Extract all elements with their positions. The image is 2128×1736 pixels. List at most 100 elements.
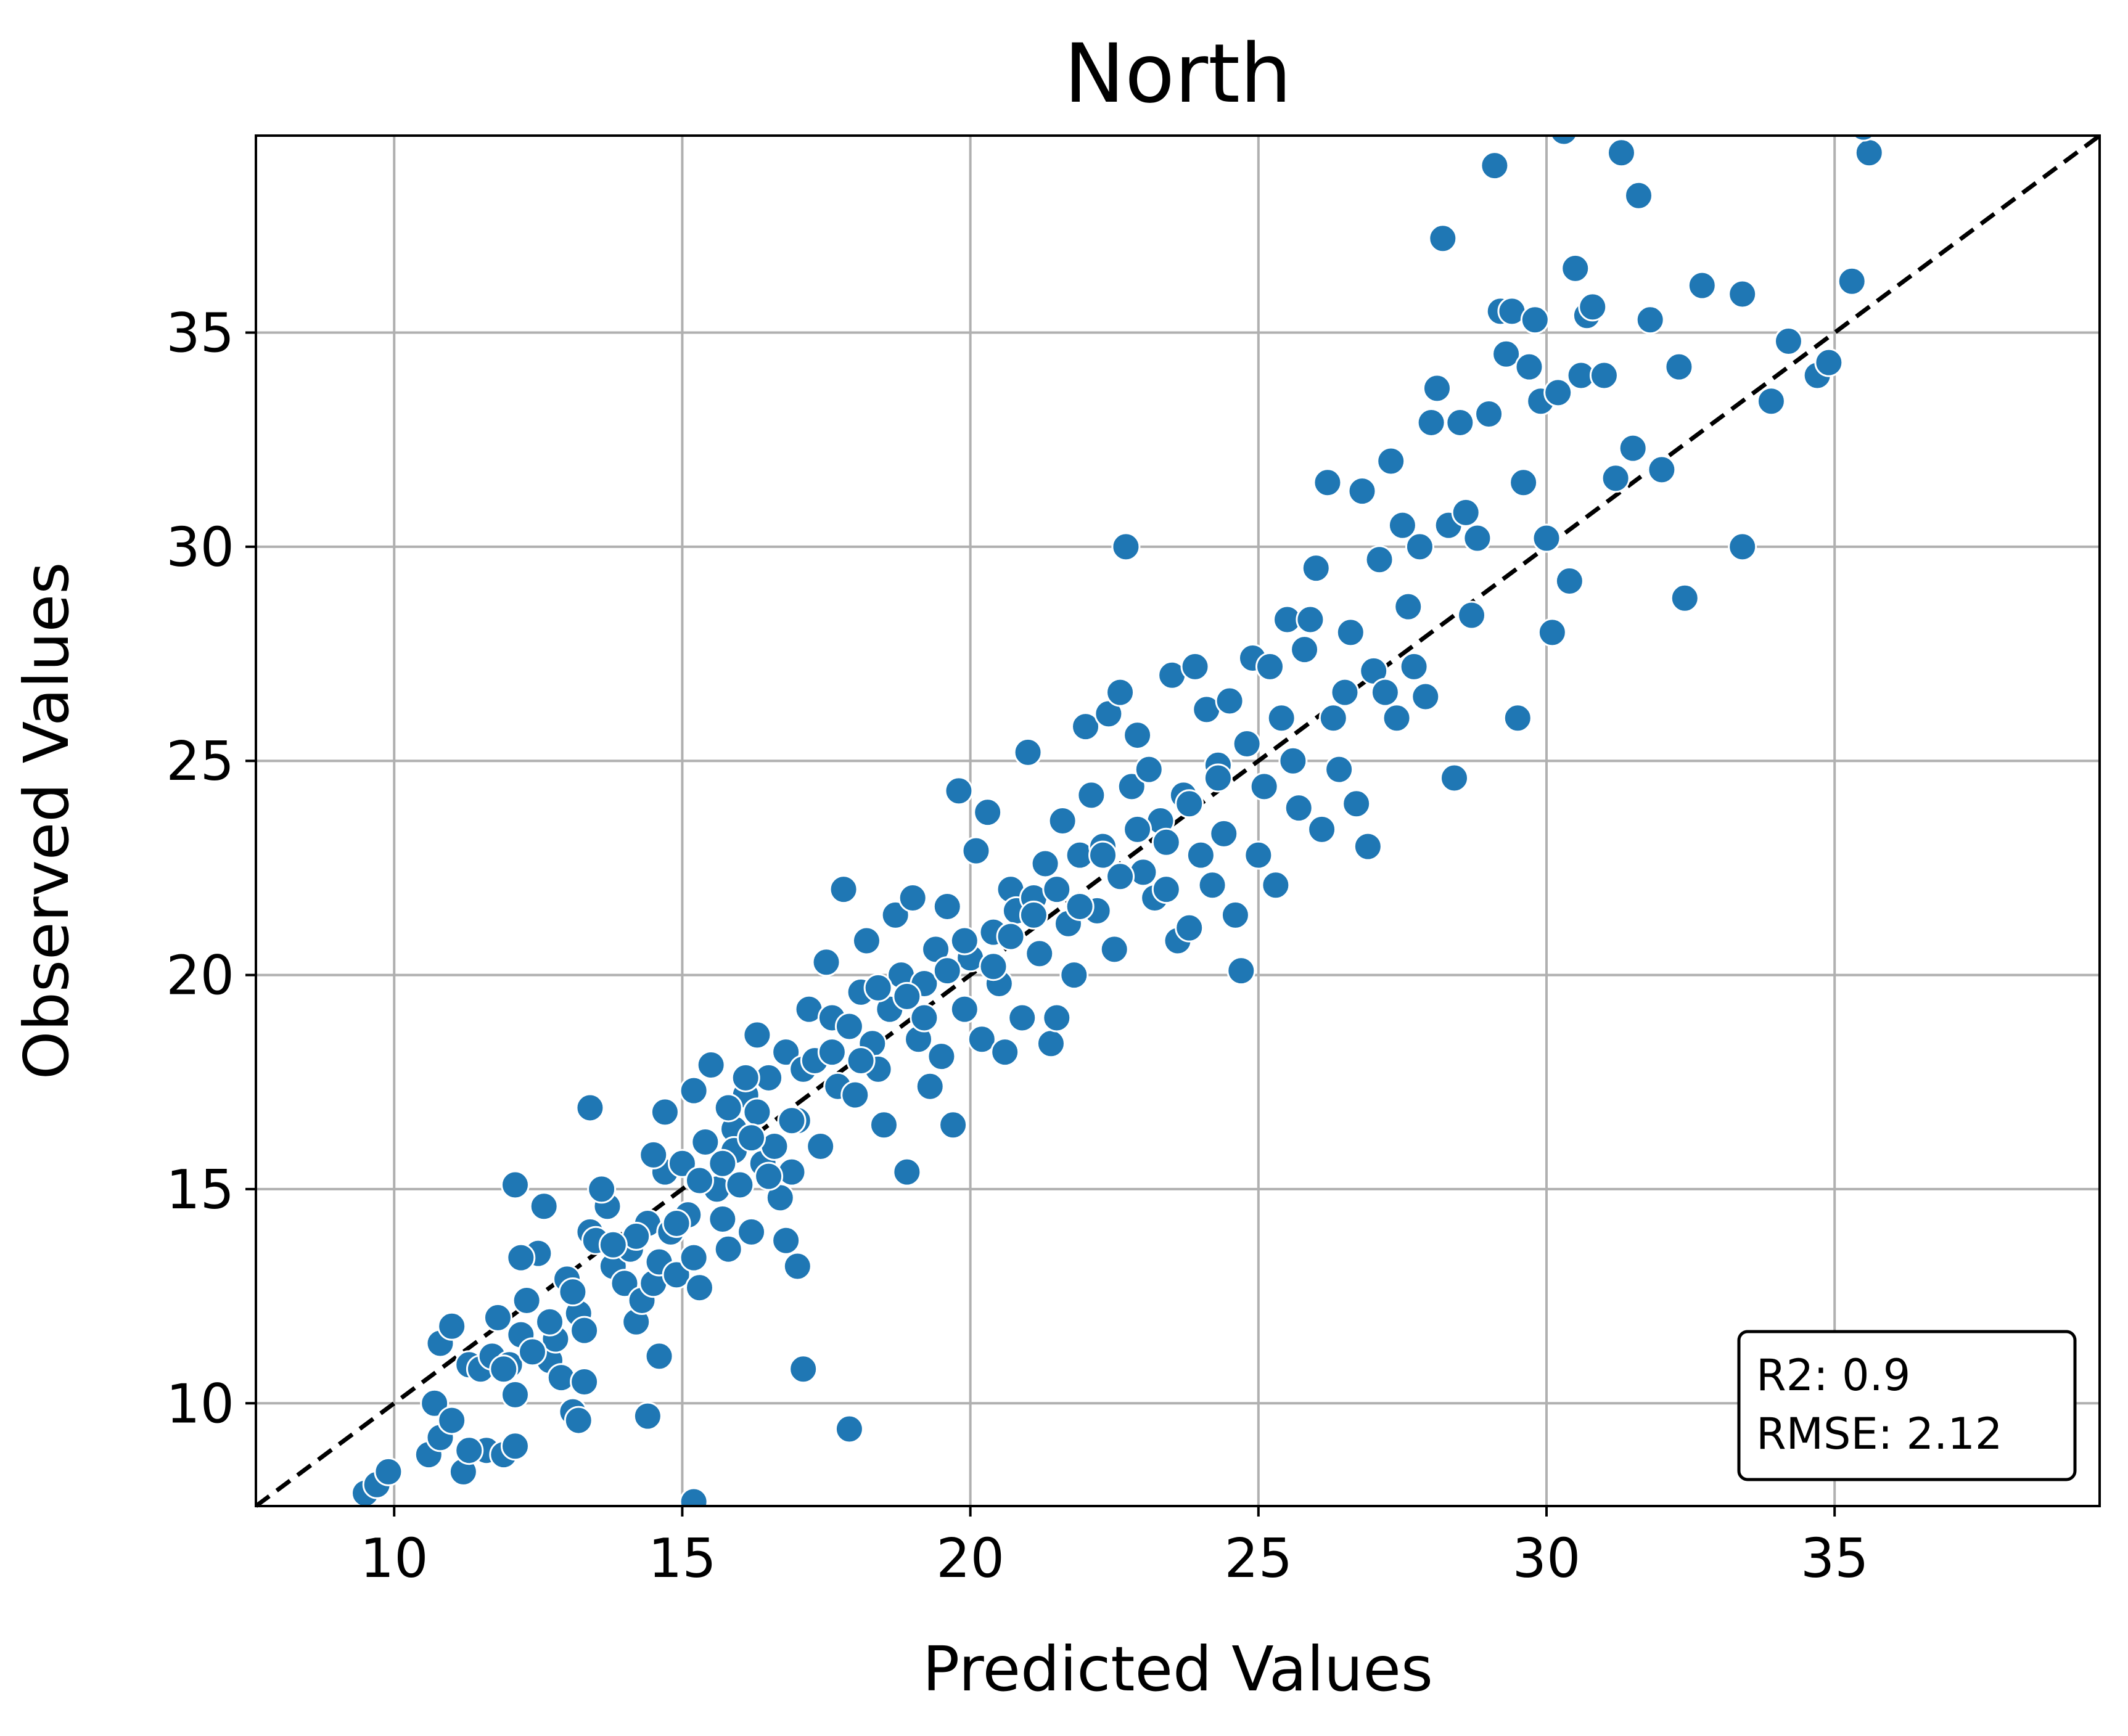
x-tick-label: 25 [1224, 1527, 1292, 1590]
data-point [1516, 353, 1543, 380]
data-point [744, 1022, 771, 1049]
data-point [974, 799, 1001, 826]
data-point [1245, 841, 1272, 869]
data-point [1280, 747, 1307, 774]
data-point [1423, 375, 1450, 402]
data-point [778, 1107, 805, 1134]
data-point [836, 1415, 863, 1443]
data-point [940, 1112, 967, 1139]
stats-box: R2: 0.9 RMSE: 2.12 [1739, 1332, 2075, 1480]
data-point [1308, 816, 1336, 843]
data-point [1037, 1030, 1064, 1057]
data-point [1545, 379, 1572, 406]
data-point [571, 1317, 598, 1344]
data-point [1533, 525, 1560, 552]
data-point [853, 927, 880, 954]
data-point [738, 1218, 765, 1245]
data-point [997, 923, 1024, 950]
data-point [1729, 533, 1756, 560]
data-point [980, 953, 1007, 980]
data-point [951, 996, 978, 1023]
data-point [1383, 705, 1410, 732]
data-point [1314, 469, 1341, 496]
data-point [1112, 533, 1140, 560]
data-point [599, 1231, 626, 1258]
data-point [1337, 619, 1364, 646]
data-point [438, 1312, 466, 1340]
data-point [807, 1132, 834, 1160]
data-point [588, 1176, 615, 1203]
data-point [732, 1064, 759, 1091]
x-tick-label: 10 [360, 1527, 429, 1590]
data-point [1418, 409, 1445, 436]
data-point [715, 1235, 742, 1263]
data-point [842, 1081, 869, 1108]
data-point [559, 1279, 586, 1306]
data-point [1222, 901, 1249, 928]
data-point [1291, 636, 1318, 663]
data-point [507, 1244, 535, 1271]
data-point [1579, 293, 1606, 321]
data-point [715, 1094, 742, 1121]
data-point [501, 1171, 528, 1198]
y-axis-label: Observed Values [10, 562, 83, 1080]
data-point [1014, 739, 1041, 766]
data-point [565, 1407, 592, 1434]
y-tick-label: 35 [166, 302, 234, 365]
data-point [1107, 679, 1134, 706]
data-point [1354, 833, 1381, 860]
x-tick-label: 35 [1801, 1527, 1869, 1590]
data-point [577, 1094, 604, 1121]
data-point [1268, 705, 1295, 732]
data-point [934, 957, 961, 985]
data-point [1343, 790, 1370, 817]
data-point [1032, 850, 1059, 877]
rmse-label: RMSE: 2.12 [1756, 1409, 2002, 1459]
data-point [951, 927, 978, 954]
data-point [1061, 962, 1088, 989]
data-point [963, 837, 990, 864]
data-point [1412, 683, 1439, 710]
data-point [680, 1077, 707, 1104]
data-point [1331, 679, 1358, 706]
data-point [1602, 465, 1629, 492]
data-point [1233, 730, 1260, 757]
data-point [536, 1308, 564, 1335]
data-point [1124, 816, 1151, 843]
data-point [646, 1343, 673, 1370]
y-tick-label: 30 [166, 516, 234, 579]
data-point [836, 1013, 863, 1040]
data-point [1637, 306, 1664, 334]
data-point [1406, 533, 1433, 560]
data-point [1043, 1004, 1070, 1031]
data-point [1562, 255, 1589, 282]
data-point [870, 1112, 897, 1139]
x-tick-label: 30 [1513, 1527, 1581, 1590]
data-point [1395, 593, 1422, 620]
data-point [1101, 936, 1128, 963]
data-point [1152, 829, 1180, 856]
data-point [1020, 901, 1047, 928]
data-point [1671, 584, 1698, 612]
x-tick-label: 15 [648, 1527, 717, 1590]
data-point [1619, 435, 1646, 462]
data-point [1176, 790, 1203, 817]
data-point [1257, 653, 1284, 680]
data-point [847, 1047, 874, 1075]
data-point [1302, 555, 1329, 582]
data-point [755, 1163, 783, 1190]
data-point [640, 1141, 667, 1168]
data-point [1504, 705, 1531, 732]
data-point [784, 1253, 811, 1280]
data-point [1326, 756, 1353, 783]
data-point [1521, 306, 1548, 334]
data-point [1066, 893, 1093, 920]
x-axis-label: Predicted Values [922, 1633, 1433, 1705]
data-point [1124, 722, 1151, 749]
data-point [1285, 795, 1312, 822]
data-point [1135, 756, 1162, 783]
data-point [1378, 448, 1405, 475]
data-point [519, 1338, 546, 1365]
data-point [651, 1099, 678, 1126]
